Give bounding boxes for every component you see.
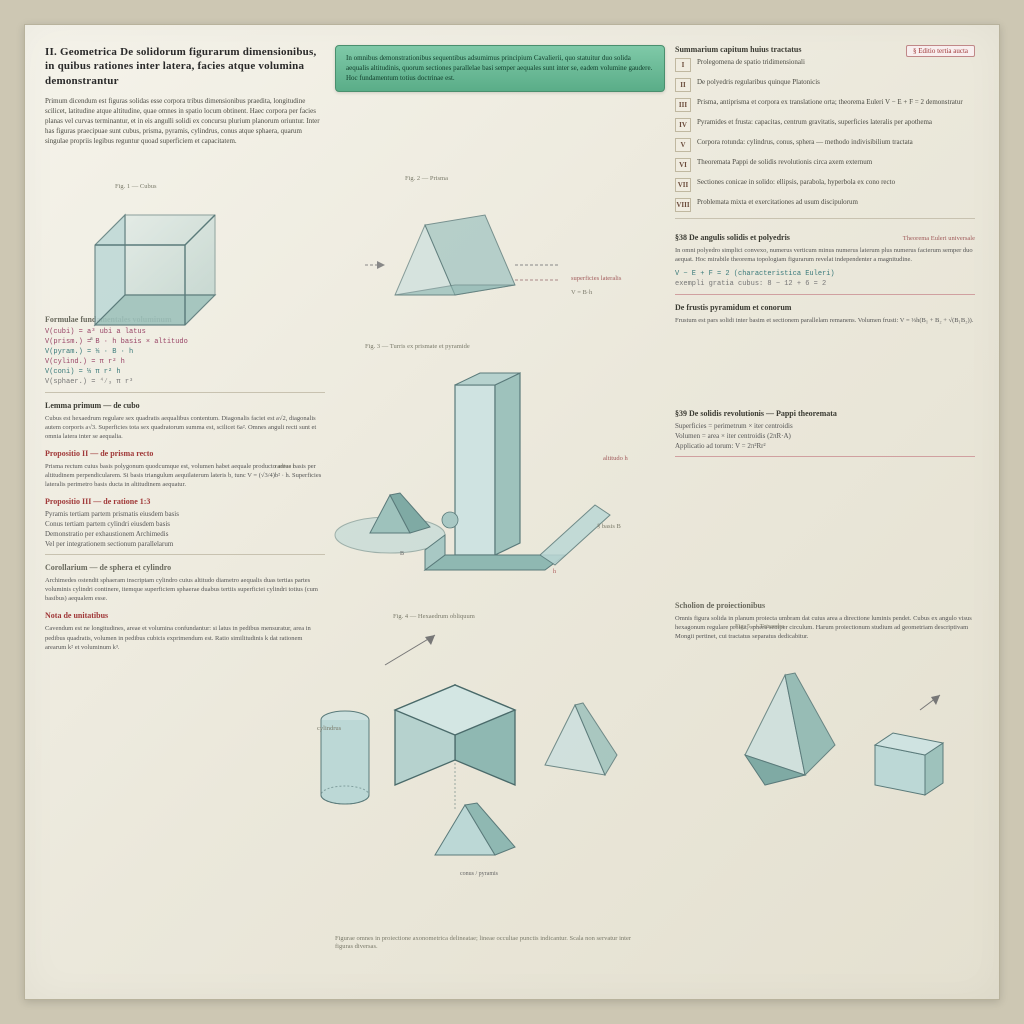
annot-r: radius r <box>275 463 295 471</box>
toc-item: V Corpora rotunda: cylindrus, conus, sphe… <box>675 138 975 152</box>
figures-footnote: Figurae omnes in proiectione axonometric… <box>335 935 645 952</box>
toc-item-number: III <box>675 98 691 112</box>
figure-tetrahedra <box>715 635 955 805</box>
toc-item-number: VIII <box>675 198 691 212</box>
toc-item-text: Sectiones conicae in solido: ellipsis, p… <box>697 178 975 192</box>
sec38-note: exempli gratia cubus: 8 − 12 + 6 = 2 <box>675 280 975 288</box>
sec38-title: §38 De angulis solidis et polyedris <box>675 233 790 242</box>
sec38-eq: V − E + F = 2 (characteristica Euleri) <box>675 270 975 278</box>
right-column: Summarium capitum huius tractatus § Edit… <box>675 45 975 648</box>
annot-h: altitudo h <box>603 455 628 463</box>
figure-hexahedron: conus / pyramis <box>305 625 625 885</box>
divider <box>675 456 975 457</box>
sec38-sub: Theorema Euleri universale <box>903 235 975 243</box>
cylinder-caption: cylindrus <box>317 725 341 733</box>
edition-badge: § Editio tertia aucta <box>906 45 975 57</box>
toc-item: I Prolegomena de spatio tridimensionali <box>675 58 975 72</box>
figure-cube: a <box>85 205 235 345</box>
note-title: Nota de unitatibus <box>45 611 325 620</box>
figure-composite: h B <box>305 355 625 605</box>
middle-column: In omnibus demonstrationibus sequentibus… <box>335 45 665 92</box>
prop3-list: Pyramis tertiam partem prismatis eiusdem… <box>45 510 325 548</box>
worksheet-page: II. Geometrica De solidorum figurarum di… <box>24 24 1000 1000</box>
coroll-body: Archimedes ostendit sphaeram inscriptam … <box>45 576 325 603</box>
toc-item-number: VI <box>675 158 691 172</box>
left-column: II. Geometrica De solidorum figurarum di… <box>45 45 325 658</box>
svg-text:conus / pyramis: conus / pyramis <box>460 871 499 877</box>
prop2-title: Propositio II — de prisma recto <box>45 449 325 458</box>
divider <box>675 218 975 219</box>
hex-caption: Fig. 4 — Hexaedrum obliquum <box>393 613 475 621</box>
divider <box>45 392 325 393</box>
prop3-title: Propositio III — de ratione 1:3 <box>45 497 325 506</box>
secB-title: De frustis pyramidum et conorum <box>675 303 975 312</box>
annot-vol: V = B·h <box>571 289 592 297</box>
toc-item-text: Theoremata Pappi de solidis revolutionis… <box>697 158 975 172</box>
prism-caption: Fig. 2 — Prisma <box>405 175 448 183</box>
toc-item: IV Pyramides et frusta: capacitas, centru… <box>675 118 975 132</box>
toc-item: III Prisma, antiprisma et corpora ex tran… <box>675 98 975 112</box>
toc-item-number: IV <box>675 118 691 132</box>
toc-heading: Summarium capitum huius tractatus <box>675 45 801 54</box>
secD-title: Scholion de proiectionibus <box>675 601 975 610</box>
note-body: Cavendum est ne longitudines, areae et v… <box>45 624 325 651</box>
composite-caption: Fig. 3 — Turris ex prismate et pyramide <box>365 343 470 351</box>
toc-list: I Prolegomena de spatio tridimensionali II… <box>675 58 975 212</box>
cube-dim-label: a <box>90 336 93 342</box>
toc-item-text: Prisma, antiprisma et corpora ex transla… <box>697 98 975 112</box>
toc-item: VII Sectiones conicae in solido: ellipsis… <box>675 178 975 192</box>
cube-caption: Fig. 1 — Cubus <box>115 183 157 191</box>
divider <box>45 554 325 555</box>
lemma1-title: Lemma primum — de cubo <box>45 401 325 410</box>
svg-text:B: B <box>400 551 404 557</box>
annot-b: § basis B <box>597 523 621 531</box>
svg-text:h: h <box>553 569 556 575</box>
sec38-body: In omni polyedro simplici convexo, numer… <box>675 246 975 264</box>
toc-item: VI Theoremata Pappi de solidis revolution… <box>675 158 975 172</box>
figure-prism <box>365 195 565 335</box>
kicker: II. Geometrica <box>45 46 117 58</box>
toc-item-text: Problemata mixta et exercitationes ad us… <box>697 198 975 212</box>
toc-item-text: De polyedris regularibus quinque Platoni… <box>697 78 975 92</box>
intro-paragraph: Primum dicendum est figuras solidas esse… <box>45 96 325 147</box>
tetra-caption: Fig. 5 — Tetraedra <box>735 623 784 631</box>
coroll-title: Corollarium — de sphera et cylindro <box>45 563 325 572</box>
secC-title: §39 De solidis revolutionis — Pappi theo… <box>675 409 975 418</box>
toc-item-number: I <box>675 58 691 72</box>
toc-item-number: II <box>675 78 691 92</box>
toc-item: VIII Problemata mixta et exercitationes a… <box>675 198 975 212</box>
lemma1-body: Cubus est hexaedrum regulare sex quadrat… <box>45 414 325 441</box>
toc-item-number: V <box>675 138 691 152</box>
toc-item-number: VII <box>675 178 691 192</box>
toc-item-text: Corpora rotunda: cylindrus, conus, spher… <box>697 138 975 152</box>
page-title: II. Geometrica De solidorum figurarum di… <box>45 45 325 88</box>
secB-body: Frustum est pars solidi inter basim et s… <box>675 316 975 325</box>
annot-lateral: superficies lateralis <box>571 275 621 283</box>
toc-item-text: Pyramides et frusta: capacitas, centrum … <box>697 118 975 132</box>
callout-box: In omnibus demonstrationibus sequentibus… <box>335 45 665 92</box>
toc-item: II De polyedris regularibus quinque Plato… <box>675 78 975 92</box>
toc-item-text: Prolegomena de spatio tridimensionali <box>697 58 975 72</box>
divider <box>675 294 975 295</box>
